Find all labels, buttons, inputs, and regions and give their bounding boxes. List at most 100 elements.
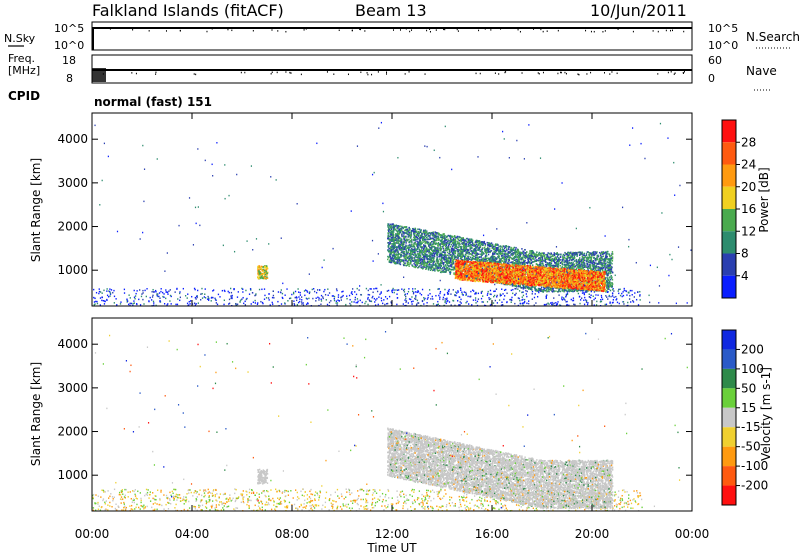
power-cell [524,248,526,251]
power-cell [396,253,399,256]
power-cell [451,236,453,239]
power-cell [449,261,452,263]
power-cell [138,298,140,301]
power-cell [548,290,550,293]
freq-trace [92,68,692,82]
power-cell [446,257,449,259]
power-cell [529,287,532,289]
power-cell [99,304,102,306]
freq-point [289,71,291,74]
power-cell [455,247,458,250]
power-cell [458,273,461,275]
power-cell [526,256,529,259]
power-cell [508,250,511,253]
power-cell [547,258,549,261]
power-cell [411,238,413,241]
power-cell [402,261,405,263]
power-cell [465,242,467,245]
power-cell [463,246,466,249]
power-cell [495,246,498,249]
power-cell [401,246,404,248]
power-cell [272,303,274,305]
power-cell [481,250,483,253]
nsky-point [409,30,411,33]
power-cell [531,290,534,293]
power-cell [348,294,351,297]
power-cell [443,294,446,296]
power-cell [242,291,244,293]
power-cell [584,255,586,258]
nsky-point [165,30,167,32]
power-cell [546,303,548,306]
power-cell [216,303,219,306]
power-cell [404,226,406,228]
power-cell [358,289,360,291]
power-cell [623,303,625,305]
power-cell [585,290,587,292]
power-cell [153,302,155,304]
power-cell [525,289,527,292]
power-cell [418,228,421,231]
power-cell [388,229,390,232]
power-cell [474,277,477,279]
power-cell [386,302,389,305]
power-cell [599,252,602,255]
power-cell [414,247,416,249]
power-cell [407,249,410,252]
power-cell [438,255,440,258]
power-cell [600,268,602,270]
power-cell [480,256,482,258]
power-cell [96,302,99,305]
power-cell [440,255,443,257]
power-cell [593,304,595,306]
power-cell [423,245,426,247]
power-cell [142,298,144,301]
power-cell [475,250,477,252]
power-cell [406,239,409,241]
power-cell [416,236,419,239]
power-cell [402,230,404,233]
power-cell [511,285,514,287]
power-cell [411,303,413,305]
power-cell [523,298,526,301]
power-cell [408,259,411,261]
power-cell [390,231,393,233]
power-cell [439,252,442,255]
power-cell [474,258,476,261]
power-cell [572,257,575,259]
power-cell [187,304,189,307]
power-cell [510,283,513,286]
power-cell [398,258,401,261]
power-cell [396,297,399,299]
power-cell [169,294,172,297]
power-cell [573,289,576,291]
power-cell [475,265,478,267]
power-cell [532,286,534,289]
power-cell [608,269,610,271]
power-cell [402,255,405,257]
power-cell [594,268,596,270]
power-heatmap [93,121,692,307]
power-cell [489,298,492,300]
power-cell [431,257,433,259]
power-cell [448,268,451,270]
power-cell [389,239,391,242]
power-cell [581,258,583,261]
power-cell [159,300,161,303]
power-cell [272,294,275,297]
power-cell [506,301,508,304]
power-cell [421,250,423,252]
power-cell [429,267,431,269]
power-cell [586,303,589,306]
power-cell [505,253,508,255]
power-cell [536,295,539,298]
power-cell [594,297,596,299]
power-cell [390,226,392,229]
power-cell [430,248,433,250]
power-cell [456,254,459,257]
power-cell [610,274,612,277]
power-cell [609,267,611,269]
power-cell [380,291,382,293]
power-cell [390,302,393,304]
freq-point [479,72,481,75]
